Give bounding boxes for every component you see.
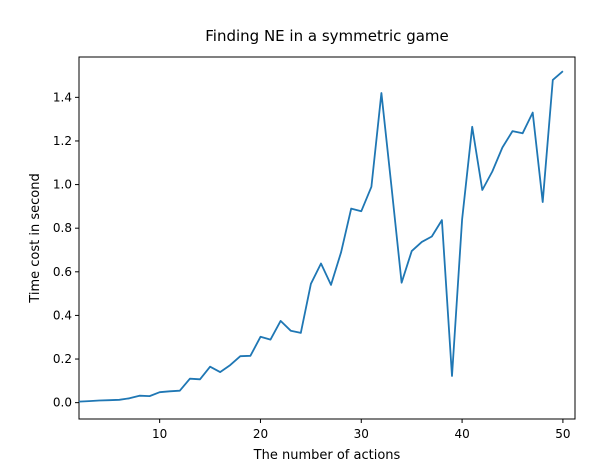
y-axis-ticks: 0.0 0.2 0.4 0.6 0.8 1.0 1.2 1.4 [53, 90, 79, 410]
x-tick-label: 10 [152, 427, 167, 441]
x-tick-label: 20 [253, 427, 268, 441]
x-tick-label: 40 [454, 427, 469, 441]
chart-title: Finding NE in a symmetric game [205, 27, 449, 45]
x-axis-label: The number of actions [253, 448, 401, 463]
y-tick-label: 0.0 [53, 396, 72, 410]
y-tick-label: 1.4 [53, 90, 72, 104]
x-tick-label: 30 [354, 427, 369, 441]
time-cost-line [78, 70, 564, 403]
y-tick-label: 0.6 [53, 265, 72, 279]
y-axis-label: Time cost in second [28, 173, 43, 303]
y-tick-label: 0.2 [53, 352, 72, 366]
plot-frame [78, 56, 576, 420]
x-tick-label: 50 [555, 427, 570, 441]
y-tick-label: 0.8 [53, 221, 72, 235]
y-tick-label: 1.0 [53, 178, 72, 192]
y-tick-label: 0.4 [53, 308, 72, 322]
y-tick-label: 1.2 [53, 134, 72, 148]
x-axis-ticks: 10 20 30 40 50 [152, 419, 571, 441]
